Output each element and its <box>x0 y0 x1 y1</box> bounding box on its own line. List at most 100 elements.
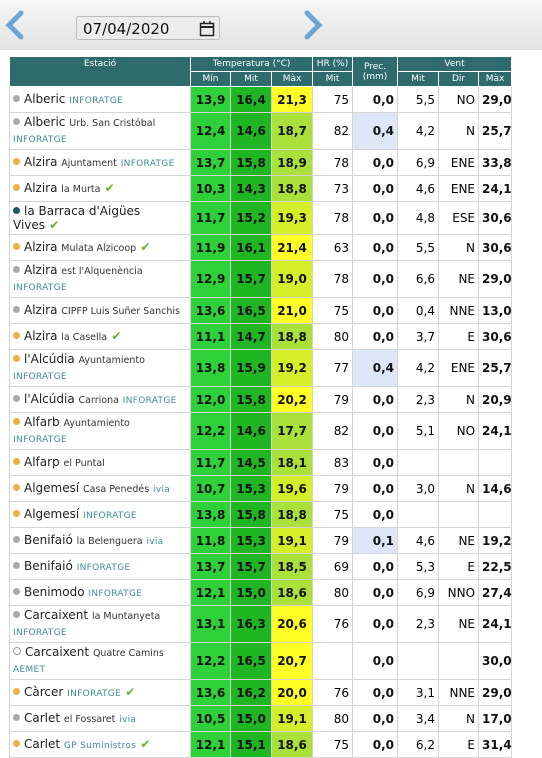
wind-mean: 4,2 <box>397 112 440 150</box>
station-row: Carcaixent la Muntanyeta INFORATGE 13,1 16… <box>9 605 513 643</box>
station-row: Benimodo INFORATGE 12,1 15,0 18,6 80 0,0 6,9 NN… <box>9 579 513 606</box>
wind-dir: N <box>438 705 480 732</box>
temp-max: 20,6 <box>270 605 314 643</box>
precipitation: 0,0 <box>352 731 399 758</box>
network-tag: INFORATGE <box>13 628 67 638</box>
station-cell: Carcaixent la Muntanyeta INFORATGE <box>9 605 191 643</box>
date-bar: 07/04/2020 <box>0 0 542 50</box>
station-cell: Benifaió la Belenguera ivia <box>9 527 191 554</box>
temp-max: 21,3 <box>270 86 314 113</box>
temp-max: 21,0 <box>270 297 314 324</box>
humidity: 79 <box>312 527 354 554</box>
next-day[interactable] <box>302 10 324 40</box>
verified-check: ✔ <box>121 684 136 699</box>
wind-mean: 2,3 <box>397 386 440 413</box>
temp-max: 20,7 <box>270 642 314 680</box>
station-name: Alzira <box>24 154 58 169</box>
station-cell: Carcaixent Quatre Camins AEMET <box>9 642 191 680</box>
wind-max: 19,2 <box>478 527 513 554</box>
status-dot <box>13 647 21 655</box>
wind-dir: N <box>438 475 480 502</box>
precipitation: 0,4 <box>352 112 399 150</box>
station-location: Casa Penedés <box>83 483 150 495</box>
humidity: 79 <box>312 475 354 502</box>
wind-max: 13,0 <box>478 297 513 324</box>
col-header: Prec. (mm) <box>352 56 399 87</box>
wind-dir: ENE <box>438 175 480 202</box>
network-tag: INFORATGE <box>13 283 67 293</box>
temp-min: 13,1 <box>190 605 231 643</box>
humidity: 80 <box>312 579 354 606</box>
wind-mean <box>397 642 440 680</box>
station-name: Algemesí <box>24 506 80 521</box>
temp-min: 13,8 <box>190 349 231 387</box>
temp-mean: 15,0 <box>230 705 272 732</box>
wind-max: 24,1 <box>478 605 513 643</box>
wind-dir: E <box>438 553 480 580</box>
temp-min: 12,2 <box>190 412 231 450</box>
precipitation: 0,0 <box>352 579 399 606</box>
status-dot <box>13 713 20 721</box>
temp-min: 13,9 <box>190 86 231 113</box>
station-name: Carcaixent <box>24 608 89 622</box>
wind-mean: 2,3 <box>397 605 440 643</box>
wind-max: 29,0 <box>478 86 513 113</box>
humidity: 83 <box>312 449 354 476</box>
station-location: Quatre Camins <box>92 648 164 659</box>
precipitation: 0,0 <box>352 449 399 476</box>
station-cell: Alfarp el Puntal <box>9 449 191 476</box>
network-tag: INFORATGE <box>83 510 137 521</box>
verified-check: ✔ <box>107 328 122 343</box>
temp-min: 12,1 <box>190 731 231 758</box>
station-row: Alberic INFORATGE 13,9 16,4 21,3 75 0,0 5,5 NO 2… <box>9 86 513 113</box>
calendar-icon[interactable] <box>199 20 215 37</box>
sub-header: Mín <box>190 71 231 87</box>
wind-dir: NNE <box>438 297 480 324</box>
network-tag: INFORATGE <box>76 562 131 573</box>
wind-max: 24,1 <box>478 175 513 202</box>
station-location: CIPFP Luis Suñer Sanchis <box>61 305 180 317</box>
humidity: 75 <box>312 501 354 528</box>
wind-dir: NNO <box>438 579 480 606</box>
station-location: Urb. San Cristóbal <box>69 118 156 129</box>
temp-mean: 14,5 <box>230 449 272 476</box>
humidity: 78 <box>312 149 354 176</box>
temp-max: 21,4 <box>270 234 314 261</box>
humidity: 78 <box>312 201 354 235</box>
station-row: Carcaixent Quatre Camins AEMET 12,2 16,5 20… <box>9 642 513 680</box>
station-row: la Barraca d'Aigües Vives ✔ 11,7 15,2 19,3 7… <box>9 201 513 235</box>
temp-min: 13,6 <box>190 297 231 324</box>
sub-header: Mit <box>397 71 440 87</box>
wind-dir: NO <box>438 412 480 450</box>
temp-min: 10,3 <box>190 175 231 202</box>
wind-max: 20,9 <box>478 386 513 413</box>
station-name: Alzira <box>24 328 58 343</box>
status-dot <box>13 157 20 165</box>
precipitation: 0,0 <box>352 86 399 113</box>
prev-day[interactable] <box>4 10 26 40</box>
date-input[interactable]: 07/04/2020 <box>76 16 220 40</box>
wind-dir: E <box>438 731 480 758</box>
station-cell: Alzira la Casella ✔ <box>9 323 191 350</box>
wind-max <box>478 501 513 528</box>
network-tag: INFORATGE <box>122 395 177 406</box>
wind-mean: 5,5 <box>397 234 440 261</box>
wind-max: 33,8 <box>478 149 513 176</box>
wind-dir: NE <box>438 260 480 298</box>
station-location: el Puntal <box>63 457 105 469</box>
precipitation: 0,0 <box>352 201 399 235</box>
precipitation: 0,0 <box>352 149 399 176</box>
wind-max: 30,6 <box>478 323 513 350</box>
humidity: 63 <box>312 234 354 261</box>
station-location: Ayuntamiento <box>78 355 145 366</box>
temp-max: 19,1 <box>270 705 314 732</box>
humidity: 82 <box>312 412 354 450</box>
wind-max: 29,0 <box>478 260 513 298</box>
precipitation: 0,0 <box>352 553 399 580</box>
station-name: l'Alcúdia <box>24 352 75 366</box>
humidity: 80 <box>312 705 354 732</box>
status-dot <box>13 509 20 517</box>
station-cell: Alzira Mulata Alzicoop ✔ <box>9 234 191 261</box>
station-cell: Benimodo INFORATGE <box>9 579 191 606</box>
